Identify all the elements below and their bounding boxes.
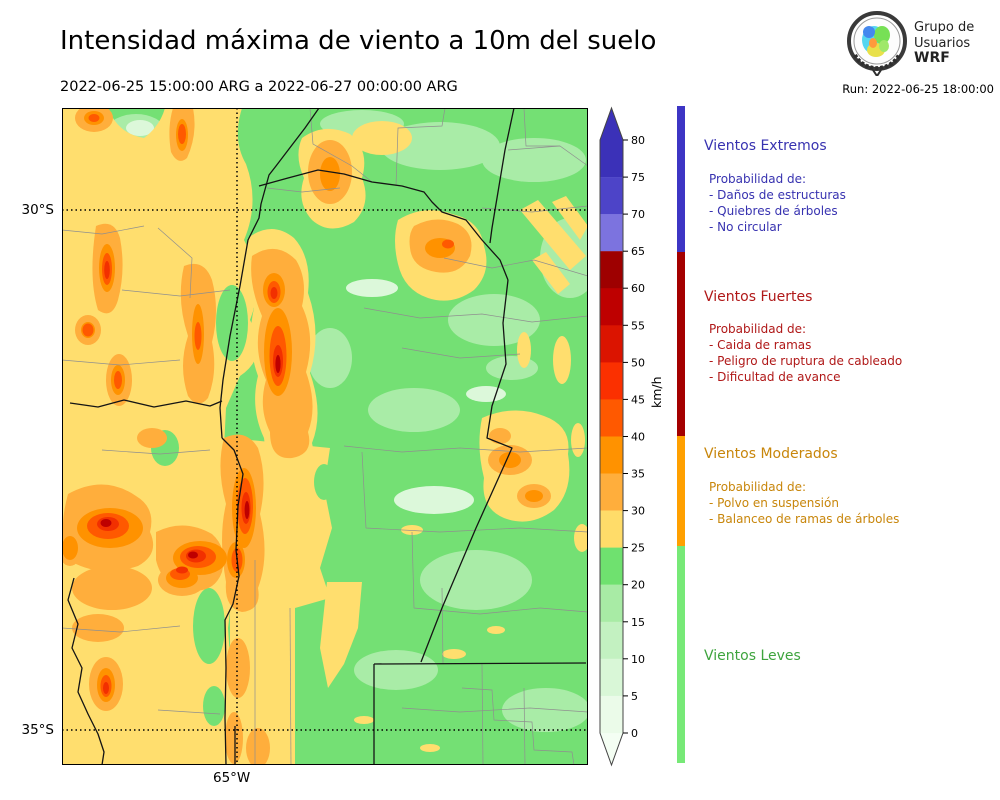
prob-label: Probabilidad de: [709, 322, 807, 336]
legend-item: - Peligro de ruptura de cableado [709, 354, 903, 368]
map-border [62, 108, 588, 765]
colorbar-ticks [623, 139, 628, 734]
legend-item: - No circular [709, 220, 782, 234]
colorbar-arrow-bottom [600, 733, 623, 765]
legend-title-leves: Vientos Leves [704, 648, 801, 664]
page-title: Intensidad máxima de viento a 10m del su… [60, 26, 657, 56]
legend-items-extremos: Probabilidad de: - Daños de estructuras … [709, 171, 846, 235]
svg-text:45: 45 [631, 393, 645, 406]
logo-line2: Usuarios [914, 35, 971, 51]
svg-text:40: 40 [631, 431, 645, 444]
legend-item: - Caida de ramas [709, 338, 812, 352]
colorbar-arrow-top [600, 108, 623, 140]
map-layer-province-lines [67, 108, 587, 765]
map-canvas [62, 108, 588, 765]
logo-line1: Grupo de [914, 20, 975, 35]
logo-emblem-icon [847, 11, 907, 76]
logo-caption: Grupo de Usuarios WRF [914, 20, 974, 67]
map-layer-dark-red [100, 355, 281, 559]
legend-items-moderados: Probabilidad de: - Polvo en suspensión -… [709, 479, 899, 527]
svg-text:30: 30 [631, 505, 645, 518]
svg-text:55: 55 [631, 319, 645, 332]
valid-period: 2022-06-25 15:00:00 ARG a 2022-06-27 00:… [60, 79, 458, 95]
colorbar-segments [600, 140, 623, 734]
map-layer-county-lines [62, 108, 588, 765]
wrf-users-logo [845, 10, 909, 76]
legend-item: - Quiebres de árboles [709, 204, 838, 218]
legend-bar-leves [677, 546, 685, 763]
legend-bar-fuertes [677, 252, 685, 436]
map-layer-green-gaps [151, 285, 334, 726]
svg-text:0: 0 [631, 727, 638, 740]
svg-text:10: 10 [631, 653, 645, 666]
svg-text:65: 65 [631, 245, 645, 258]
logo-line3: WRF [914, 50, 950, 66]
svg-text:5: 5 [631, 690, 638, 703]
legend-bar-moderados [677, 436, 685, 546]
legend-item: - Balanceo de ramas de árboles [709, 512, 900, 526]
legend-bar-extremos [677, 106, 685, 252]
svg-text:80: 80 [631, 134, 645, 147]
legend-item: - Dificultad de avance [709, 370, 841, 384]
svg-text:20: 20 [631, 579, 645, 592]
legend-title-extremos: Vientos Extremos [704, 138, 827, 154]
svg-text:75: 75 [631, 171, 645, 184]
colorbar-unit-label: km/h [649, 376, 664, 408]
legend-title-moderados: Vientos Moderados [704, 446, 838, 462]
legend-item: - Polvo en suspensión [709, 496, 839, 510]
svg-text:70: 70 [631, 208, 645, 221]
svg-text:60: 60 [631, 282, 645, 295]
wind-intensity-map [62, 108, 588, 765]
svg-text:35: 35 [631, 468, 645, 481]
svg-text:15: 15 [631, 616, 645, 629]
prob-label: Probabilidad de: [709, 480, 807, 494]
colorbar-svg: 80 75 70 65 60 55 50 45 40 35 30 25 20 1… [599, 106, 645, 767]
lat-tick-35s: 35°S [21, 722, 55, 738]
prob-label: Probabilidad de: [709, 172, 807, 186]
legend-items-fuertes: Probabilidad de: - Caida de ramas - Peli… [709, 321, 902, 385]
lat-tick-30s: 30°S [21, 202, 55, 218]
svg-text:50: 50 [631, 356, 645, 369]
model-run-timestamp: Run: 2022-06-25 18:00:00 [842, 82, 994, 96]
svg-text:25: 25 [631, 542, 645, 555]
colorbar-tick-labels: 80 75 70 65 60 55 50 45 40 35 30 25 20 1… [631, 134, 645, 740]
lon-tick-65w: 65°W [213, 770, 251, 786]
legend-category-bar [677, 106, 685, 764]
map-layer-graticule [62, 108, 588, 765]
legend-item: - Daños de estructuras [709, 188, 846, 202]
legend-title-fuertes: Vientos Fuertes [704, 289, 813, 305]
wind-speed-colorbar: 80 75 70 65 60 55 50 45 40 35 30 25 20 1… [597, 106, 657, 768]
map-layer-green-light [108, 110, 588, 732]
